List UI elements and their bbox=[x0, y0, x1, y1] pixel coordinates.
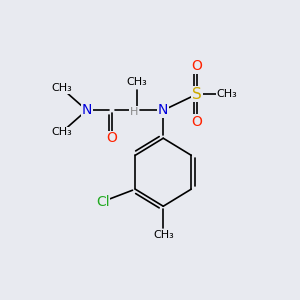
Text: O: O bbox=[192, 115, 203, 129]
Text: N: N bbox=[82, 103, 92, 117]
Text: O: O bbox=[106, 131, 117, 145]
Text: CH₃: CH₃ bbox=[126, 77, 147, 87]
Text: CH₃: CH₃ bbox=[216, 89, 237, 99]
Text: CH₃: CH₃ bbox=[51, 83, 72, 93]
Text: O: O bbox=[192, 59, 203, 73]
Text: Cl: Cl bbox=[96, 194, 110, 208]
Text: CH₃: CH₃ bbox=[153, 230, 174, 240]
Text: H: H bbox=[130, 107, 138, 117]
Text: N: N bbox=[158, 103, 168, 117]
Text: S: S bbox=[192, 87, 202, 102]
Text: CH₃: CH₃ bbox=[51, 127, 72, 137]
